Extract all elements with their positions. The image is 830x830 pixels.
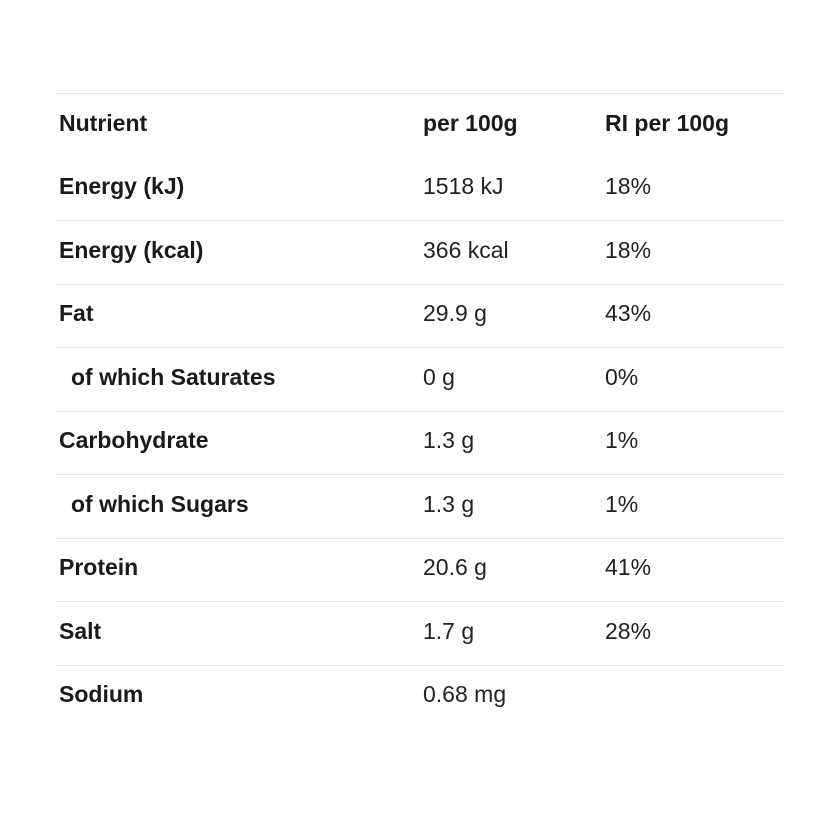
nutrient-name: Protein [59, 554, 139, 581]
table-row: Salt 1.7 g 28% [56, 601, 784, 666]
nutrition-table: Nutrient per 100g RI per 100g Energy (kJ… [56, 93, 784, 729]
per-100g-value: 1.3 g [423, 490, 475, 517]
per-100g-value: 1518 kJ [423, 173, 504, 200]
table-row: of which Sugars 1.3 g 1% [56, 474, 784, 539]
table-header-row: Nutrient per 100g RI per 100g [56, 93, 784, 157]
nutrient-name: Carbohydrate [59, 427, 209, 454]
nutrient-name: Sodium [59, 681, 144, 708]
ri-value: 1% [605, 427, 639, 454]
nutrient-name: of which Sugars [71, 490, 249, 517]
table-row: Sodium 0.68 mg [56, 665, 784, 729]
ri-value: 18% [605, 173, 652, 200]
nutrient-name: of which Saturates [71, 363, 276, 390]
ri-value: 43% [605, 300, 652, 327]
per-100g-value: 20.6 g [423, 554, 487, 581]
per-100g-value: 0 g [423, 363, 455, 390]
per-100g-value: 0.68 mg [423, 681, 507, 708]
ri-value: 18% [605, 236, 652, 263]
nutrient-name: Fat [59, 300, 94, 327]
nutrient-name: Salt [59, 617, 102, 644]
nutrient-name: Energy (kcal) [59, 236, 204, 263]
per-100g-value: 29.9 g [423, 300, 487, 327]
table-row: Energy (kcal) 366 kcal 18% [56, 220, 784, 285]
per-100g-value: 366 kcal [423, 236, 509, 263]
per-100g-value: 1.7 g [423, 617, 475, 644]
ri-value: 1% [605, 490, 639, 517]
table-row: Energy (kJ) 1518 kJ 18% [56, 157, 784, 221]
header-nutrient: Nutrient [59, 109, 148, 136]
per-100g-value: 1.3 g [423, 427, 475, 454]
ri-value: 28% [605, 617, 652, 644]
table-row: Carbohydrate 1.3 g 1% [56, 411, 784, 475]
table-row: of which Saturates 0 g 0% [56, 347, 784, 412]
ri-value: 41% [605, 554, 652, 581]
header-ri-per-100g: RI per 100g [605, 109, 729, 136]
table-row: Protein 20.6 g 41% [56, 538, 784, 602]
header-per-100g: per 100g [423, 109, 518, 136]
ri-value [602, 665, 784, 729]
nutrient-name: Energy (kJ) [59, 173, 185, 200]
table-row: Fat 29.9 g 43% [56, 284, 784, 348]
ri-value: 0% [605, 363, 639, 390]
